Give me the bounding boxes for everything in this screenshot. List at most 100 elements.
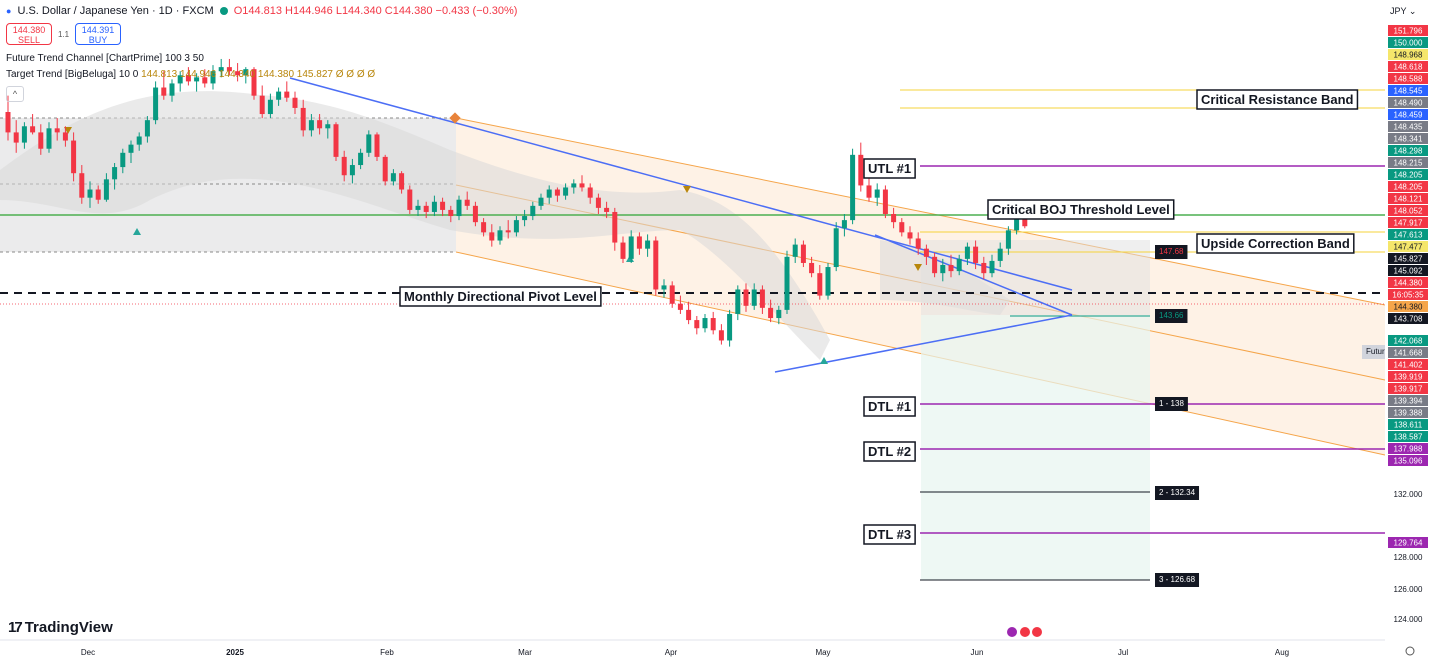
candle-body xyxy=(743,289,749,306)
symbol-title[interactable]: U.S. Dollar / Japanese Yen · 1D · FXCM xyxy=(17,5,214,17)
price-axis-tag-text: 144.380 xyxy=(1394,303,1423,312)
sell-button[interactable]: 144.380 SELL xyxy=(6,23,52,45)
candle-body xyxy=(587,187,593,198)
price-axis-tag-text: 148.215 xyxy=(1394,159,1423,168)
price-axis-tick: 128.000 xyxy=(1394,553,1423,562)
candle-body xyxy=(464,199,470,206)
candle-body xyxy=(226,67,232,72)
target2-tag-box xyxy=(1155,486,1200,500)
target-mid-tag-box xyxy=(1155,309,1188,323)
candle-body xyxy=(792,244,798,257)
price-axis-tag xyxy=(1388,359,1428,370)
price-axis-tag-text: 139.917 xyxy=(1394,385,1423,394)
candle-body xyxy=(964,246,970,259)
price-axis-tag-text: 145.092 xyxy=(1394,267,1423,276)
signal-buy-icon xyxy=(820,357,828,364)
price-axis-tag-text: 147.613 xyxy=(1394,231,1423,240)
candle-body xyxy=(382,156,388,182)
indicator-target-trend[interactable]: Target Trend [BigBeluga] 10 0 144.813 14… xyxy=(6,69,375,80)
currency-selector[interactable]: JPY ⌄ xyxy=(1390,6,1417,16)
candle-body xyxy=(948,265,954,272)
price-axis-tag-text: 148.490 xyxy=(1394,99,1423,108)
candle-body xyxy=(62,132,68,141)
candle-body xyxy=(997,248,1003,261)
dtl1-label: DTL #1 xyxy=(868,399,911,414)
symbol-header: ● U.S. Dollar / Japanese Yen · 1D · FXCM… xyxy=(6,5,517,17)
currency-label: JPY xyxy=(1390,6,1407,16)
time-axis-tick: 2025 xyxy=(226,648,244,657)
price-axis-tag xyxy=(1388,265,1428,276)
candle-body xyxy=(1014,218,1020,231)
price-axis-tag xyxy=(1388,73,1428,84)
candle-body xyxy=(833,228,839,268)
price-axis-tag-text: 145.827 xyxy=(1394,255,1423,264)
pivot-level-label: Monthly Directional Pivot Level xyxy=(404,289,597,304)
candle-body xyxy=(776,309,782,319)
price-axis-tag xyxy=(1388,301,1428,312)
candle-body xyxy=(407,189,413,210)
candle-body xyxy=(579,183,585,188)
candle-body xyxy=(809,262,815,274)
candle-body xyxy=(505,230,511,233)
candle-body xyxy=(423,205,429,212)
candle-body xyxy=(1005,230,1011,249)
candle-body xyxy=(669,285,675,304)
utl1-label: UTL #1 xyxy=(868,161,911,176)
candle-body xyxy=(440,201,446,210)
price-axis-tag xyxy=(1388,49,1428,60)
candle-body xyxy=(103,179,109,200)
target-up-tag: 147.68 xyxy=(1159,247,1184,256)
price-axis-tag-text: 148.121 xyxy=(1394,195,1423,204)
candle-body xyxy=(759,289,765,308)
candle-body xyxy=(653,240,659,290)
trend-channel-lower xyxy=(455,251,1386,456)
candle-body xyxy=(87,189,93,198)
indicator-future-trend-channel[interactable]: Future Trend Channel [ChartPrime] 100 3 … xyxy=(6,53,204,64)
candle-body xyxy=(136,136,142,145)
candle-body xyxy=(932,256,938,274)
ohlc-readout: O144.813 H144.946 L144.340 C144.380 −0.4… xyxy=(233,5,518,17)
price-axis-tag xyxy=(1388,277,1428,288)
price-axis-tag-text: 147.917 xyxy=(1394,219,1423,228)
target-up-tag-box xyxy=(1155,245,1188,259)
target3-tag: 3 - 126.68 xyxy=(1159,575,1196,584)
candle-body xyxy=(128,144,134,153)
candle-body xyxy=(522,216,528,221)
candle-body xyxy=(153,87,159,121)
buy-button[interactable]: 144.391 BUY xyxy=(75,23,121,45)
event-flag-icon xyxy=(1020,627,1030,637)
price-axis-tag xyxy=(1388,109,1428,120)
candle-body xyxy=(612,211,618,243)
buy-label: BUY xyxy=(88,35,108,45)
candle-body xyxy=(489,232,495,241)
future-channel-tag: Futur xyxy=(1366,347,1385,356)
dtl3-label-box xyxy=(863,524,916,545)
candle-body xyxy=(177,75,183,84)
price-axis-tag-text: 144.380 xyxy=(1394,279,1423,288)
collapse-legend-button[interactable]: ^ xyxy=(6,86,24,102)
future-channel-tag-box xyxy=(1362,345,1389,359)
candle-body xyxy=(850,154,856,221)
time-axis-tick: Apr xyxy=(665,648,678,657)
candle-body xyxy=(620,242,626,259)
candle-body xyxy=(554,189,560,196)
candle-body xyxy=(71,140,77,174)
price-axis-tag xyxy=(1388,313,1428,324)
price-axis-tag-text: 148.435 xyxy=(1394,123,1423,132)
candle-body xyxy=(956,258,962,272)
price-axis-tag-text: 148.459 xyxy=(1394,111,1423,120)
price-axis-tag xyxy=(1388,455,1428,466)
target1-tag-box xyxy=(1155,397,1188,411)
candle-body xyxy=(374,134,380,157)
candle-body xyxy=(907,232,913,239)
candle-body xyxy=(981,262,987,274)
price-axis-tick: 126.000 xyxy=(1394,585,1423,594)
price-axis-tag xyxy=(1388,85,1428,96)
candle-body xyxy=(431,201,437,212)
candle-body xyxy=(882,189,888,214)
candle-body xyxy=(284,91,290,98)
price-axis-tag-text: 150.000 xyxy=(1394,39,1423,48)
indicator-target-trend-values: 144.813 144.946 144.340 144.380 145.827 … xyxy=(141,69,376,80)
candle-body xyxy=(940,265,946,274)
